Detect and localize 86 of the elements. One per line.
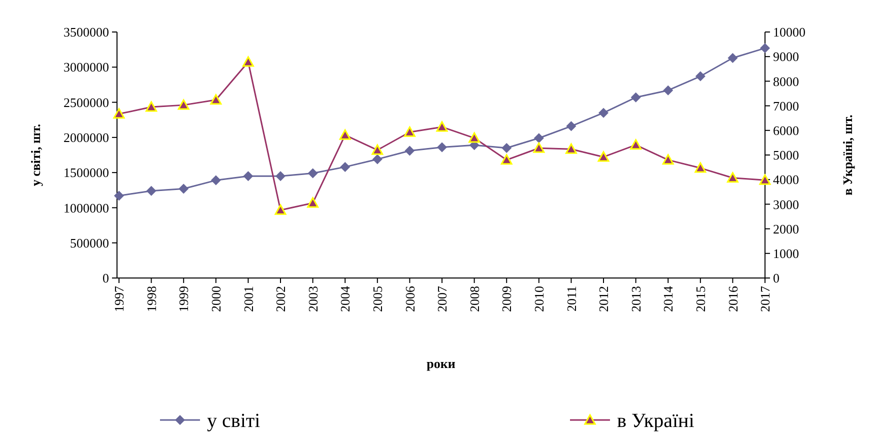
x-tick-label: 2015 (692, 286, 708, 312)
point (468, 132, 480, 143)
point (274, 204, 286, 215)
x-tick-label: 2000 (208, 286, 224, 312)
point (372, 144, 384, 155)
x-tick-label: 2005 (370, 286, 385, 312)
x-tick-label: 2002 (273, 286, 288, 312)
point (663, 85, 674, 96)
point (114, 190, 124, 201)
point (694, 162, 706, 173)
point (728, 53, 738, 64)
point (242, 56, 254, 67)
point (276, 171, 286, 182)
point (178, 99, 190, 110)
point (372, 154, 382, 164)
y2-tick-label: 7000 (773, 98, 799, 114)
y-axis-title: у світі, шт. (28, 124, 43, 186)
point (146, 186, 156, 196)
point (726, 172, 738, 183)
point (630, 92, 641, 102)
point (566, 121, 576, 132)
y-tick-label: 2000000 (64, 130, 109, 145)
point (404, 126, 416, 137)
x-tick-label: 2016 (725, 286, 740, 312)
point (113, 108, 125, 119)
x-axis-title: роки (426, 356, 456, 371)
y-tick-label: 500000 (70, 235, 109, 250)
point (210, 94, 222, 105)
point (339, 129, 351, 140)
x-tick-label: 2006 (402, 286, 418, 312)
y-tick-label: 1500000 (64, 165, 109, 180)
point (243, 171, 254, 182)
point (759, 174, 771, 185)
point (695, 71, 706, 82)
y-tick-label: 2500000 (64, 94, 109, 110)
x-tick-label: 2013 (628, 286, 644, 312)
point (565, 143, 577, 154)
point (308, 168, 318, 178)
legend-label: у світі (207, 410, 261, 432)
y2-tick-label: 4000 (773, 172, 799, 188)
point (598, 151, 610, 162)
point (662, 154, 674, 165)
y2-tick-label: 0 (773, 270, 780, 286)
x-tick-label: 2017 (758, 286, 773, 312)
x-tick-label: 2001 (240, 286, 256, 312)
x-tick-label: 2007 (434, 286, 450, 312)
x-tick-label: 2003 (305, 286, 320, 312)
point (534, 133, 544, 144)
point (598, 108, 608, 118)
point (502, 142, 512, 153)
y2-tick-label: 6000 (773, 122, 799, 138)
y2-tick-label: 1000 (773, 246, 799, 261)
y2-tick-label: 8000 (773, 74, 799, 89)
x-tick-label: 1999 (176, 286, 192, 312)
x-tick-label: 2012 (596, 286, 612, 312)
x-tick-label: 2011 (564, 286, 579, 312)
y2-tick-label: 3000 (773, 196, 799, 212)
y2-axis-title: в Україні, шт. (840, 114, 855, 196)
y2-tick-label: 2000 (773, 221, 799, 236)
y-tick-label: 3000000 (64, 60, 109, 75)
x-tick-label: 1998 (144, 286, 159, 312)
legend-label: в Україні (617, 410, 695, 432)
point (500, 154, 512, 165)
point (307, 197, 319, 208)
point (340, 162, 350, 172)
y2-tick-label: 5000 (773, 148, 799, 163)
point (178, 184, 189, 194)
y-tick-label: 3500000 (64, 24, 109, 40)
y-tick-label: 1000000 (64, 200, 109, 216)
x-tick-label: 2004 (338, 286, 353, 312)
x-tick-label: 2014 (660, 286, 676, 312)
point (533, 142, 545, 153)
point (146, 101, 158, 112)
x-tick-label: 2010 (531, 286, 546, 312)
y2-tick-label: 10000 (773, 24, 806, 40)
point (630, 139, 642, 150)
point (760, 43, 770, 54)
x-tick-label: 1997 (112, 286, 127, 312)
point (436, 121, 448, 132)
point (210, 175, 221, 186)
point (437, 142, 447, 152)
y-tick-label: 0 (102, 270, 109, 286)
point (404, 146, 415, 156)
x-tick-label: 2008 (466, 286, 482, 312)
x-tick-label: 2009 (499, 286, 514, 312)
y2-tick-label: 9000 (773, 49, 799, 64)
